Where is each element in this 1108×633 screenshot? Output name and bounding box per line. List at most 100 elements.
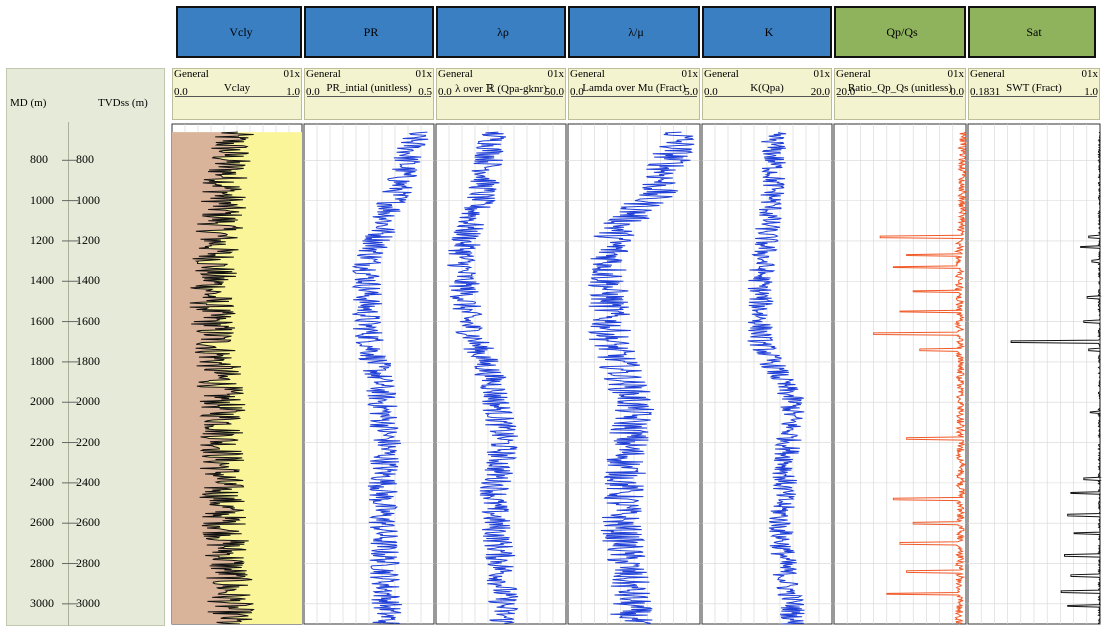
- group-lm: λ/μ: [568, 6, 700, 58]
- track-curve-line: [439, 96, 563, 97]
- group-label-pr: PR: [363, 25, 379, 39]
- track-group-label: General: [174, 68, 209, 80]
- track-max-label: 0.5: [418, 86, 432, 98]
- track-curve-name: K(Qpa): [750, 82, 784, 94]
- tvd-tick-label: 2400: [76, 474, 100, 489]
- md-axis-label: MD (m): [10, 97, 47, 109]
- track-max-label: 20.0: [810, 86, 830, 98]
- md-tick-label: 2800: [30, 555, 54, 570]
- group-label-vcly: Vcly: [229, 25, 253, 39]
- md-tick-label: 2200: [30, 434, 54, 449]
- group-lr: λρ: [436, 6, 566, 58]
- track-min-label: 0.0: [174, 86, 188, 98]
- track-header-4: [702, 68, 832, 120]
- track-min-label: 0.1831: [970, 86, 1001, 98]
- track-group-label: General: [970, 68, 1005, 80]
- group-label-lr: λρ: [497, 25, 509, 39]
- track-curve-2: [447, 131, 519, 625]
- track-min-label: 20.0: [836, 86, 856, 98]
- depth-axis-divider: [68, 122, 69, 626]
- md-tick-label: 800: [30, 152, 48, 167]
- tvd-tick-label: 3000: [76, 595, 100, 610]
- track-curve-4: [747, 131, 805, 625]
- track-count-label: 01x: [283, 68, 301, 80]
- group-label-sat: Sat: [1026, 25, 1042, 39]
- tvd-tick-label: 800: [76, 152, 94, 167]
- track-curve-line: [175, 96, 299, 97]
- track-max-label: 1.0: [1084, 86, 1098, 98]
- track-curve-5: [873, 131, 968, 625]
- md-tick-label: 2400: [30, 474, 54, 489]
- md-tick-label: 1000: [30, 192, 54, 207]
- track-max-label: 5.0: [684, 86, 698, 98]
- track-curve-name: Lamda over Mu (Fract): [582, 82, 686, 94]
- track-curve-1: [351, 131, 429, 625]
- track-min-label: 0.0: [438, 86, 452, 98]
- track-group-label: General: [836, 68, 871, 80]
- group-vcly: Vcly: [176, 6, 302, 58]
- depth-axis-panel: [6, 68, 165, 626]
- group-sat: Sat: [968, 6, 1096, 58]
- track-curve-3: [587, 131, 695, 625]
- track-count-label: 01x: [1081, 68, 1099, 80]
- track-curve-line: [307, 96, 431, 97]
- group-label-qpqs: Qp/Qs: [886, 25, 918, 39]
- track-group-label: General: [570, 68, 605, 80]
- vclay-shale-fill: [172, 132, 254, 624]
- tvd-tick-label: 1000: [76, 192, 100, 207]
- group-label-lm: λ/μ: [628, 25, 644, 39]
- track-curve-0: [189, 131, 255, 625]
- md-tick-label: 3000: [30, 595, 54, 610]
- tvd-tick-label: 1200: [76, 232, 100, 247]
- track-group-label: General: [704, 68, 739, 80]
- md-tick-label: 1600: [30, 313, 54, 328]
- md-tick-label: 2000: [30, 394, 54, 409]
- track-header-3: [568, 68, 700, 120]
- track-count-label: 01x: [547, 68, 565, 80]
- md-tick-label: 1400: [30, 273, 54, 288]
- track-min-label: 0.0: [306, 86, 320, 98]
- track-min-label: 0.0: [570, 86, 584, 98]
- track-count-label: 01x: [415, 68, 433, 80]
- track-header-1: [304, 68, 434, 120]
- track-curve-name: λ over ℝ (Qpa-gknr): [455, 83, 547, 95]
- tvd-axis-label: TVDss (m): [98, 97, 148, 109]
- track-count-label: 01x: [947, 68, 965, 80]
- track-curve-name: SWT (Fract): [1006, 82, 1062, 94]
- track-curve-line: [705, 96, 829, 97]
- tvd-tick-label: 2200: [76, 434, 100, 449]
- track-header-6: [968, 68, 1100, 120]
- group-k: K: [702, 6, 832, 58]
- track-group-label: General: [306, 68, 341, 80]
- group-label-k: K: [764, 25, 774, 39]
- group-pr: PR: [304, 6, 434, 58]
- track-curve-name: PR_intial (unitless): [326, 82, 412, 94]
- track-max-label: 0.0: [950, 86, 964, 98]
- track-curve-line: [837, 96, 963, 97]
- track-curve-line: [571, 96, 697, 97]
- tvd-tick-label: 1600: [76, 313, 100, 328]
- tvd-tick-label: 1800: [76, 353, 100, 368]
- track-header-5: [834, 68, 966, 120]
- tvd-tick-label: 2000: [76, 394, 100, 409]
- track-group-label: General: [438, 68, 473, 80]
- track-max-label: 1.0: [286, 86, 300, 98]
- track-count-label: 01x: [681, 68, 699, 80]
- track-curve-name: Ratio_Qp_Qs (unitless): [847, 82, 953, 94]
- track-count-label: 01x: [813, 68, 831, 80]
- md-tick-label: 2600: [30, 515, 54, 530]
- track-min-label: 0.0: [704, 86, 718, 98]
- tvd-tick-label: 2800: [76, 555, 100, 570]
- group-qpqs: Qp/Qs: [834, 6, 966, 58]
- track-curve-line: [971, 96, 1097, 97]
- md-tick-label: 1800: [30, 353, 54, 368]
- track-header-0: [172, 68, 302, 120]
- tvd-tick-label: 1400: [76, 273, 100, 288]
- vclay-sand-fill: [189, 132, 302, 624]
- track-curve-name: Vclay: [223, 82, 251, 94]
- track-curve-6: [1010, 131, 1102, 625]
- md-tick-label: 1200: [30, 232, 54, 247]
- tvd-tick-label: 2600: [76, 515, 100, 530]
- track-header-2: [436, 68, 566, 120]
